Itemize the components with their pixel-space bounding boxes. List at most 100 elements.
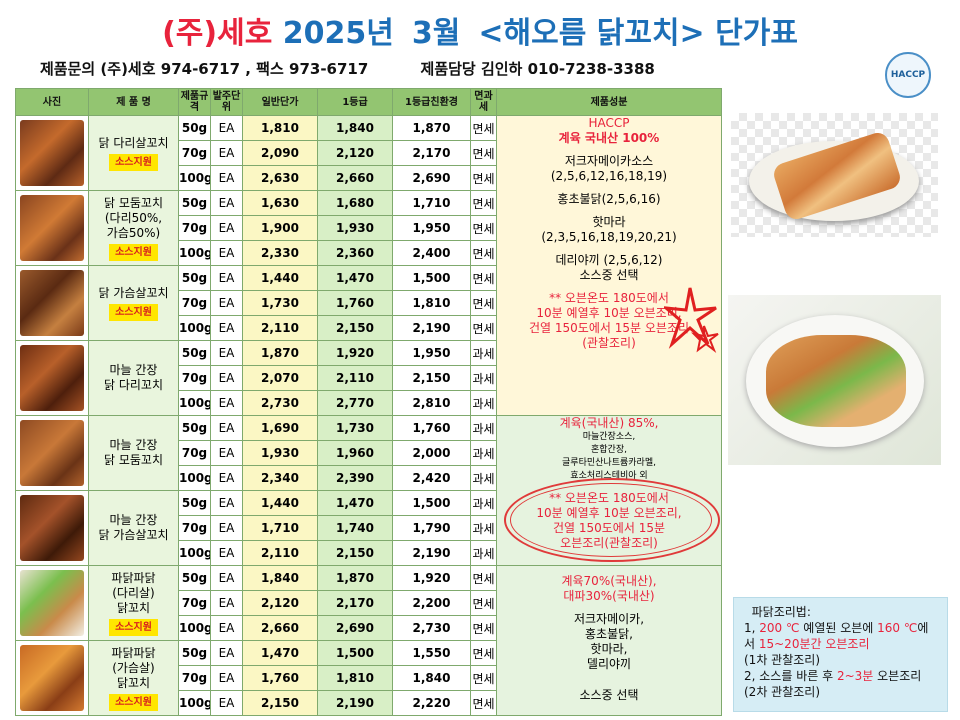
product-name: 파닭파닭 (가슴살) 닭꼬치 소스지원 bbox=[88, 640, 179, 716]
normal-price-cell: 1,690 bbox=[242, 415, 318, 441]
note-line2: 서 15~20분간 오븐조리 bbox=[744, 637, 870, 651]
sauce-support-badge: 소스지원 bbox=[109, 693, 158, 711]
size-cell: 70g bbox=[178, 440, 211, 466]
product-name-line: 닭 다리꼬치 bbox=[103, 378, 163, 392]
tax-cell: 면세 bbox=[470, 165, 497, 191]
product-name-line: (가슴살) bbox=[112, 660, 155, 675]
tax-cell: 면세 bbox=[470, 215, 497, 241]
tax-cell: 면세 bbox=[470, 615, 497, 641]
product-photo bbox=[15, 565, 89, 641]
table-row: 70g EA 1,900 1,930 1,950 면세 bbox=[16, 215, 722, 241]
text-line: 효소처리스테비아 외 bbox=[570, 471, 648, 481]
size-cell: 70g bbox=[178, 665, 211, 691]
product-name-line: 닭꼬치 bbox=[116, 675, 151, 690]
size-cell: 50g bbox=[178, 340, 211, 366]
sauce-list: 저크자메이카, 홍초불닭, 핫마라, 델리야끼 bbox=[498, 612, 721, 672]
origin-label: 계육70%(국내산), 대파30%(국내산) bbox=[498, 574, 721, 604]
tax-cell: 면세 bbox=[470, 565, 497, 591]
grade1-eco-price-cell: 2,690 bbox=[392, 165, 471, 191]
tax-cell: 과세 bbox=[470, 540, 497, 566]
header-order-unit: 발주단위 bbox=[210, 88, 243, 116]
table-row: 100g EA 2,150 2,190 2,220 면세 bbox=[16, 690, 722, 716]
tax-cell: 과세 bbox=[470, 390, 497, 416]
table-row: 70g EA 2,070 2,110 2,150 과세 bbox=[16, 365, 722, 391]
grade1-eco-price-cell: 2,420 bbox=[392, 465, 471, 491]
size-cell: 50g bbox=[178, 265, 211, 291]
tax-cell: 면세 bbox=[470, 665, 497, 691]
unit-cell: EA bbox=[210, 340, 243, 366]
header-tax: 면과세 bbox=[470, 88, 497, 116]
table-row: 100g EA 2,110 2,150 2,190 면세 bbox=[16, 315, 722, 341]
size-cell: 70g bbox=[178, 590, 211, 616]
normal-price-cell: 1,760 bbox=[242, 665, 318, 691]
grade1-price-cell: 1,500 bbox=[317, 640, 393, 666]
unit-cell: EA bbox=[210, 490, 243, 516]
title-product: <해오름 닭꼬치> 단가표 bbox=[478, 16, 798, 51]
table-row: 70g EA 1,710 1,740 1,790 과세 bbox=[16, 515, 722, 541]
text-line: ** 오븐온도 180도에서 bbox=[549, 291, 669, 305]
grade1-eco-price-cell: 1,870 bbox=[392, 115, 471, 141]
unit-cell: EA bbox=[210, 665, 243, 691]
grade1-price-cell: 2,170 bbox=[317, 590, 393, 616]
size-cell: 50g bbox=[178, 190, 211, 216]
unit-cell: EA bbox=[210, 190, 243, 216]
tax-cell: 과세 bbox=[470, 490, 497, 516]
normal-price-cell: 1,710 bbox=[242, 515, 318, 541]
product-photo bbox=[15, 340, 89, 416]
size-cell: 50g bbox=[178, 565, 211, 591]
unit-cell: EA bbox=[210, 515, 243, 541]
normal-price-cell: 2,730 bbox=[242, 390, 318, 416]
text-line: 대파30%(국내산) bbox=[563, 589, 655, 603]
tax-cell: 과세 bbox=[470, 440, 497, 466]
text-line: 마늘간장소스, bbox=[582, 432, 636, 442]
grade1-eco-price-cell: 2,190 bbox=[392, 540, 471, 566]
grade1-eco-price-cell: 1,950 bbox=[392, 340, 471, 366]
haccp-logo-text: HACCP bbox=[890, 70, 926, 80]
product-name-line: 닭 가슴살꼬치 bbox=[98, 285, 169, 300]
sauce-name: 저크자메이카소스 bbox=[564, 154, 654, 168]
product-name: 닭 다리살꼬치 소스지원 bbox=[88, 115, 179, 191]
size-cell: 70g bbox=[178, 365, 211, 391]
table-row: 70g EA 2,090 2,120 2,170 면세 bbox=[16, 140, 722, 166]
grade1-eco-price-cell: 2,400 bbox=[392, 240, 471, 266]
ingredients-cell: HACCP 계육 국내산 100% 저크자메이카소스 (2,5,6,12,16,18,… bbox=[496, 115, 722, 416]
grade1-eco-price-cell: 1,810 bbox=[392, 290, 471, 316]
header-grade1-eco: 1등급친환경 bbox=[392, 88, 471, 116]
ingredients-cell: 계육70%(국내산), 대파30%(국내산) 저크자메이카, 홍초불닭, 핫마라, 델리야… bbox=[496, 565, 722, 716]
grade1-price-cell: 2,690 bbox=[317, 615, 393, 641]
grade1-price-cell: 2,190 bbox=[317, 690, 393, 716]
product-photo-skewers-plate bbox=[731, 113, 938, 237]
normal-price-cell: 1,730 bbox=[242, 290, 318, 316]
text-line: 핫마라, bbox=[590, 642, 628, 656]
unit-cell: EA bbox=[210, 365, 243, 391]
size-cell: 70g bbox=[178, 290, 211, 316]
product-name: 마늘 간장 닭 모둠꼬치 bbox=[88, 415, 179, 491]
table-header-row: 사진 제 품 명 제품규격 발주단위 일반단가 1등급 1등급친환경 면과세 제… bbox=[15, 88, 722, 116]
tax-cell: 면세 bbox=[470, 290, 497, 316]
grade1-price-cell: 1,470 bbox=[317, 265, 393, 291]
size-cell: 100g bbox=[178, 540, 211, 566]
grade1-price-cell: 2,150 bbox=[317, 315, 393, 341]
haccp-label: HACCP bbox=[588, 116, 630, 131]
ingredient-list: 마늘간장소스, 혼합간장, 글루타민산나트륨카라멜, 효소처리스테비아 외 bbox=[498, 431, 721, 483]
tax-cell: 면세 bbox=[470, 315, 497, 341]
normal-price-cell: 1,440 bbox=[242, 265, 318, 291]
unit-cell: EA bbox=[210, 640, 243, 666]
sauce-choice: 소스중 선택 bbox=[579, 688, 639, 702]
unit-cell: EA bbox=[210, 690, 243, 716]
table-row: 100g EA 2,630 2,660 2,690 면세 bbox=[16, 165, 722, 191]
sauce-support-badge: 소스지원 bbox=[109, 303, 158, 321]
tax-cell: 과세 bbox=[470, 340, 497, 366]
product-name-line: 닭꼬치 bbox=[116, 600, 151, 615]
size-cell: 100g bbox=[178, 240, 211, 266]
normal-price-cell: 1,870 bbox=[242, 340, 318, 366]
company-name: (주)세호 bbox=[162, 16, 273, 51]
table-row: 100g EA 2,660 2,690 2,730 면세 bbox=[16, 615, 722, 641]
normal-price-cell: 2,150 bbox=[242, 690, 318, 716]
unit-cell: EA bbox=[210, 440, 243, 466]
grade1-eco-price-cell: 2,730 bbox=[392, 615, 471, 641]
tax-cell: 과세 bbox=[470, 465, 497, 491]
product-name-line: 닭 모둠꼬치 bbox=[103, 453, 163, 467]
header-normal-price: 일반단가 bbox=[242, 88, 318, 116]
